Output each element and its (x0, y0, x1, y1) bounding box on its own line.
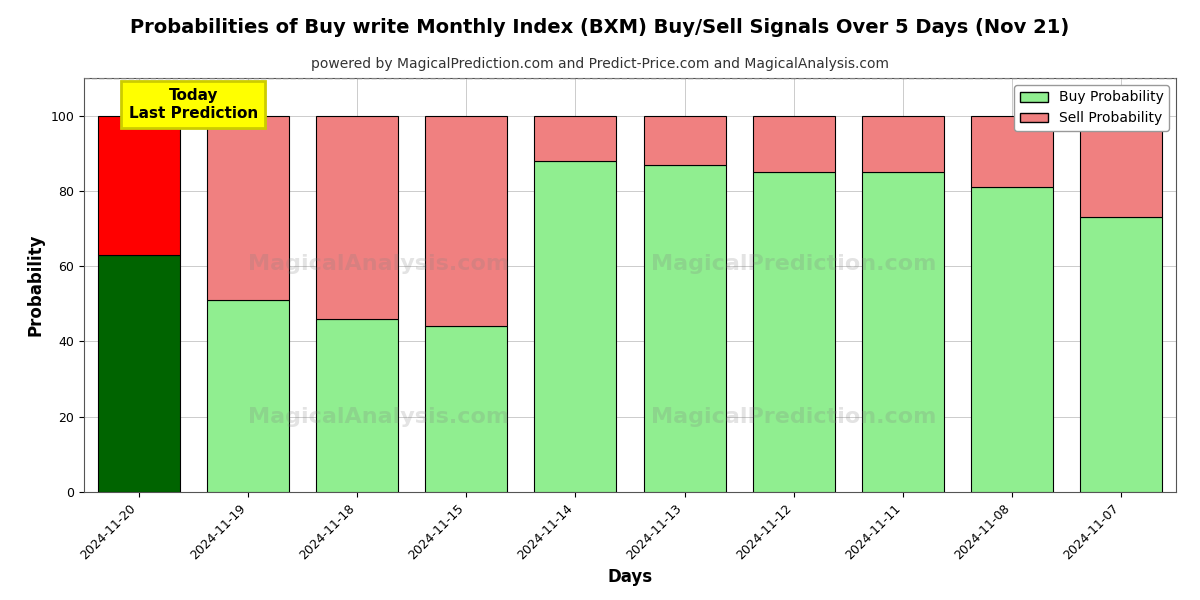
Bar (425, 116, 508, 326)
Bar (643, 116, 726, 164)
Text: MagicalPrediction.com: MagicalPrediction.com (652, 254, 936, 274)
Text: Today
Last Prediction: Today Last Prediction (128, 88, 258, 121)
Text: powered by MagicalPrediction.com and Predict-Price.com and MagicalAnalysis.com: powered by MagicalPrediction.com and Pre… (311, 57, 889, 71)
Bar (316, 319, 398, 492)
Bar (206, 300, 289, 492)
Bar (534, 161, 617, 492)
X-axis label: Days: Days (607, 568, 653, 586)
Bar (206, 116, 289, 300)
Bar (752, 172, 835, 492)
Text: Probabilities of Buy write Monthly Index (BXM) Buy/Sell Signals Over 5 Days (Nov: Probabilities of Buy write Monthly Index… (131, 18, 1069, 37)
Bar (752, 116, 835, 172)
Bar (534, 116, 617, 161)
Legend: Buy Probability, Sell Probability: Buy Probability, Sell Probability (1014, 85, 1169, 131)
Bar (643, 164, 726, 492)
Bar (1080, 116, 1163, 217)
Bar (97, 255, 180, 492)
Bar (971, 116, 1054, 187)
Bar (971, 187, 1054, 492)
Text: MagicalPrediction.com: MagicalPrediction.com (652, 407, 936, 427)
Bar (97, 116, 180, 255)
Bar (1080, 217, 1163, 492)
Bar (862, 116, 944, 172)
Bar (862, 172, 944, 492)
Bar (316, 116, 398, 319)
Bar (425, 326, 508, 492)
Text: MagicalAnalysis.com: MagicalAnalysis.com (248, 254, 510, 274)
Text: MagicalAnalysis.com: MagicalAnalysis.com (248, 407, 510, 427)
Y-axis label: Probability: Probability (26, 234, 44, 336)
